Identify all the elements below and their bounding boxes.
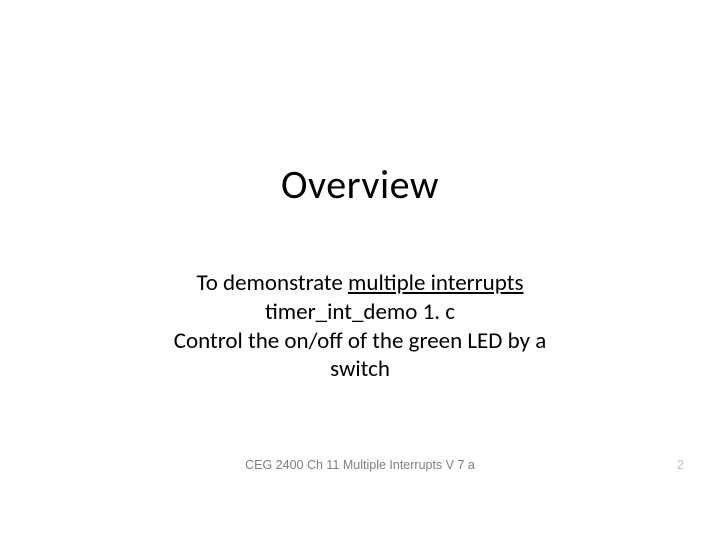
body-line-1-underlined: multiple interrupts (348, 269, 523, 297)
slide-title: Overview (281, 160, 439, 209)
body-line-1-prefix: To demonstrate (197, 269, 349, 297)
slide: Overview To demonstrate multiple interru… (0, 0, 720, 540)
slide-body: To demonstrate multiple interrupts timer… (50, 269, 670, 384)
body-line-3: Control the on/off of the green LED by a (50, 327, 670, 356)
body-line-2: timer_int_demo 1. c (50, 298, 670, 327)
page-number: 2 (677, 457, 684, 472)
body-line-1: To demonstrate multiple interrupts (50, 269, 670, 298)
footer-center-text: CEG 2400 Ch 11 Multiple Interrupts V 7 a (0, 458, 720, 472)
body-line-4: switch (50, 355, 670, 384)
